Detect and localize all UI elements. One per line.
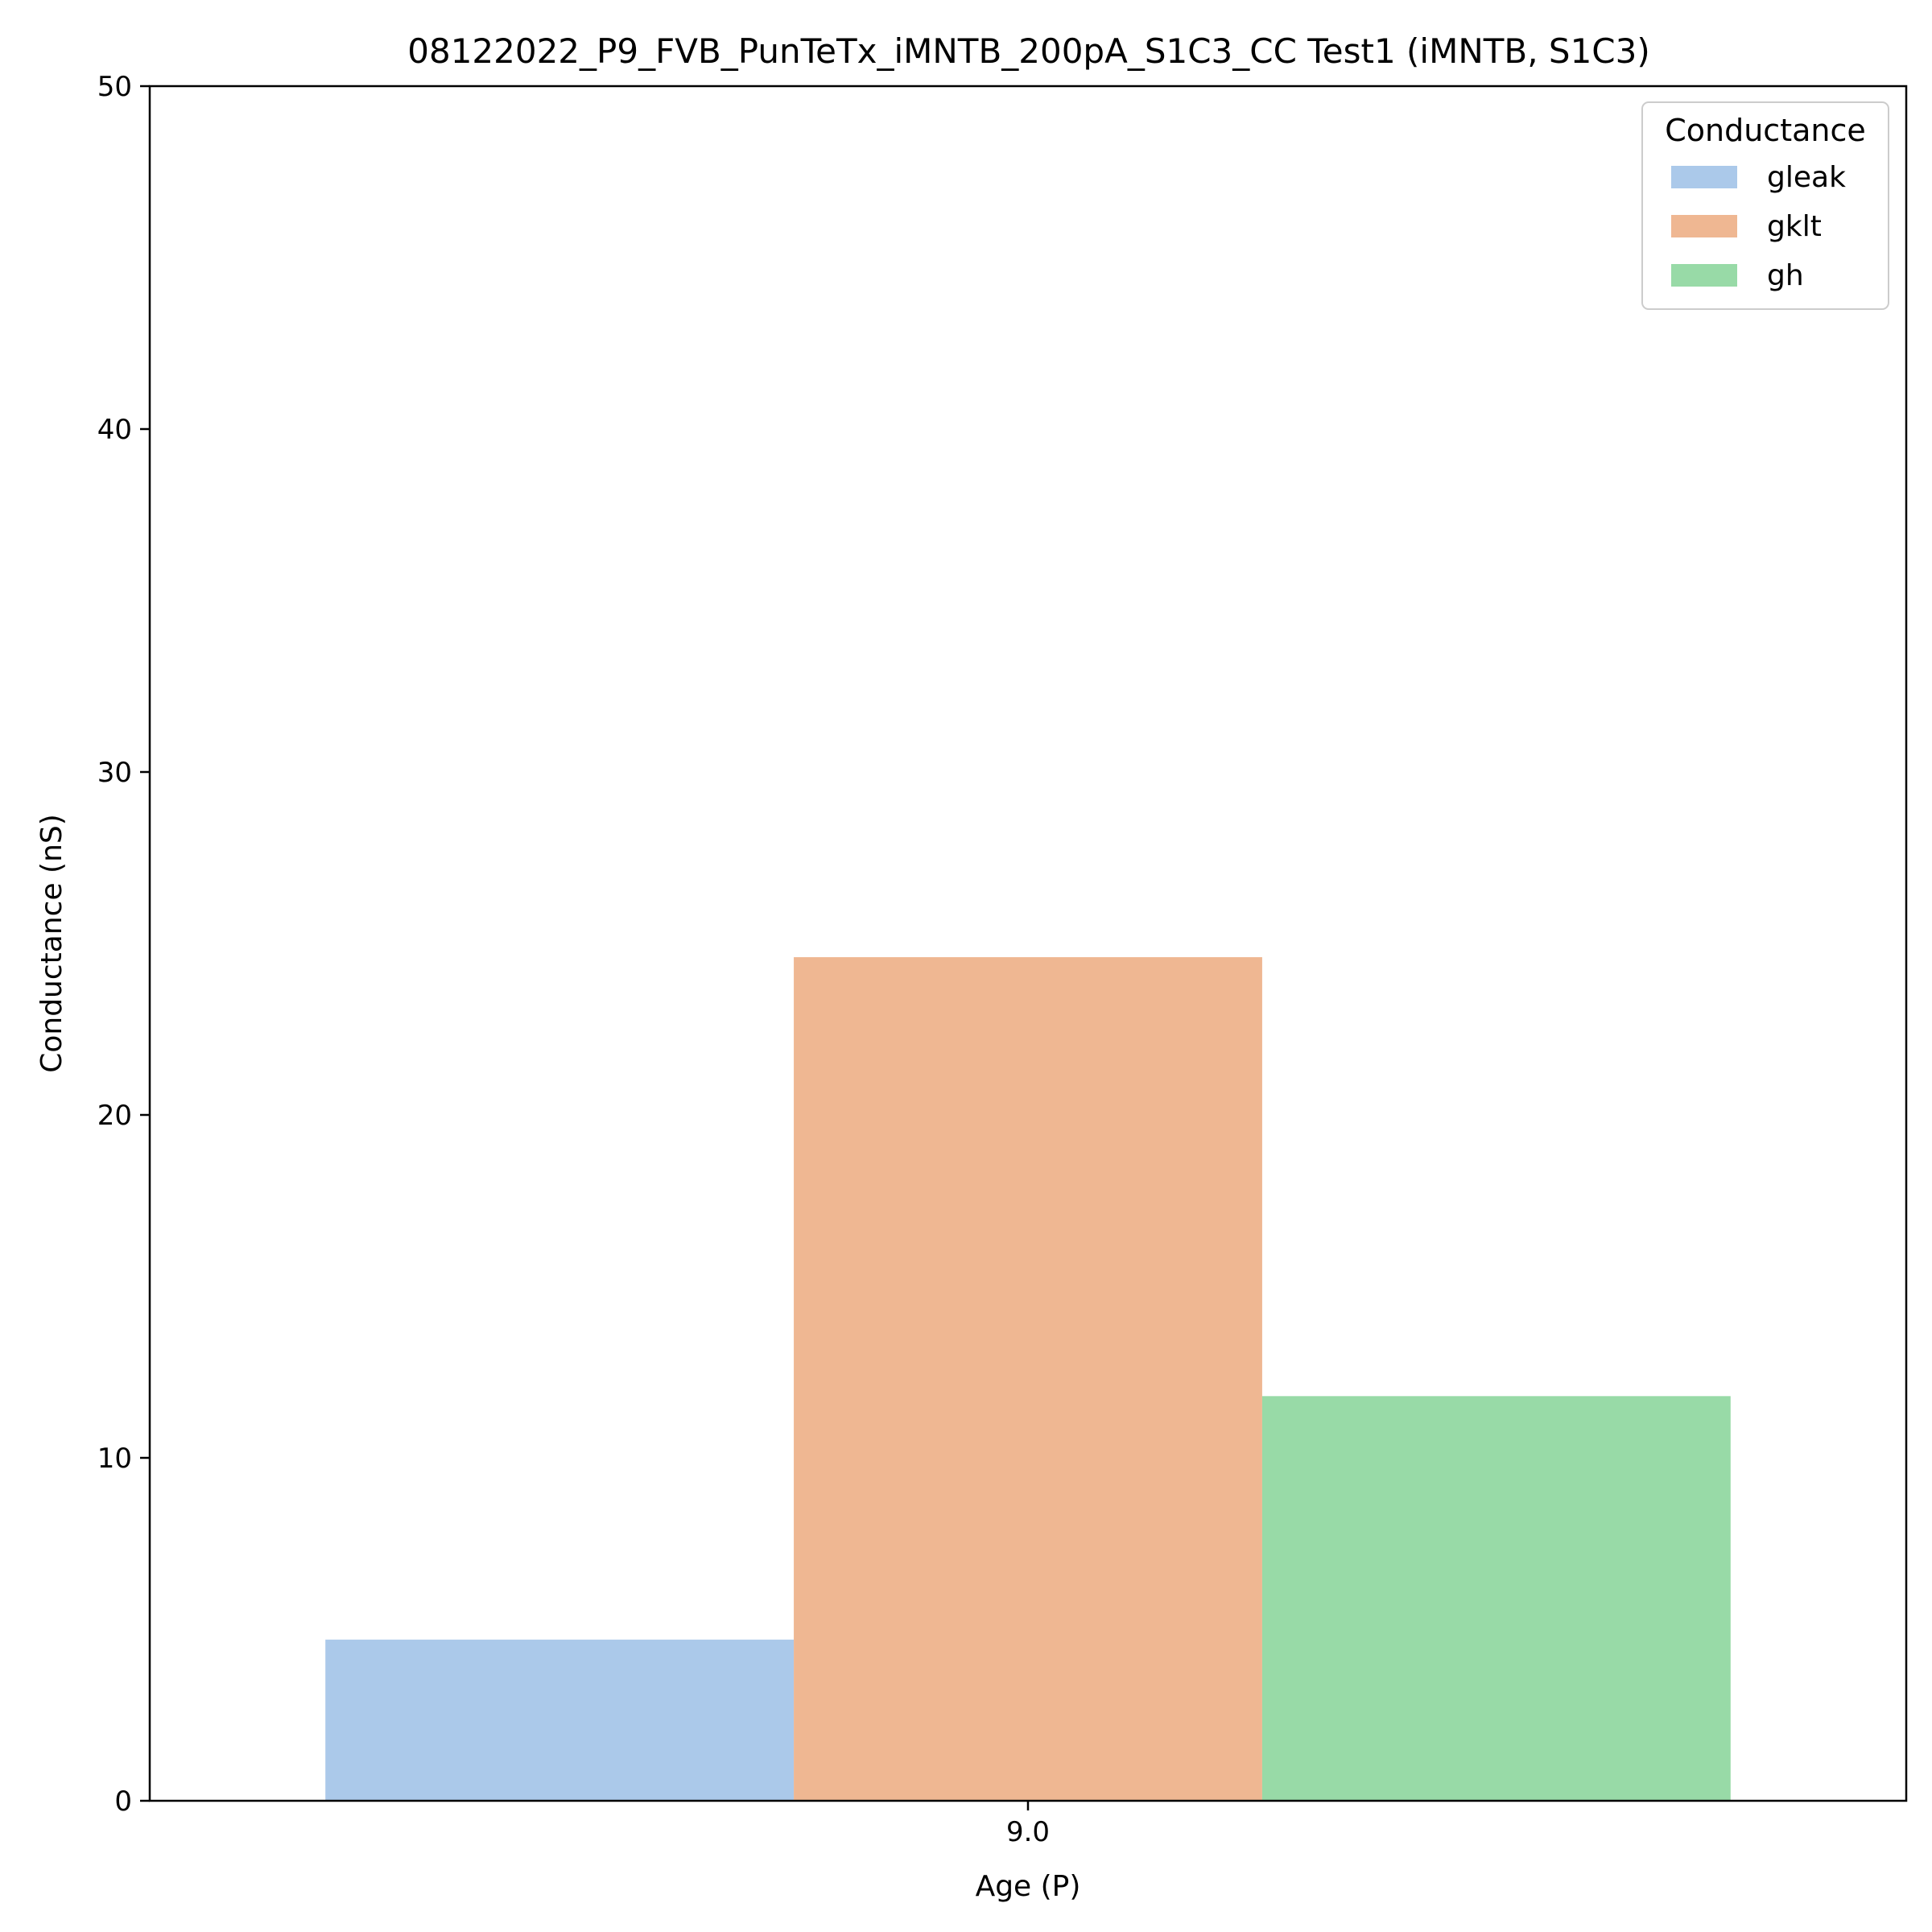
bars-group (325, 957, 1731, 1801)
legend-label-gh: gh (1767, 259, 1804, 292)
y-tick-label: 20 (97, 1100, 132, 1132)
x-tick-label: 9.0 (1006, 1816, 1050, 1848)
legend-swatch-gklt (1671, 215, 1737, 237)
legend-label-gleak: gleak (1767, 161, 1846, 194)
x-axis-label: Age (P) (976, 1870, 1081, 1903)
x-axis-ticks: 9.0 (1006, 1801, 1050, 1848)
legend-items: gleak gklt gh (1671, 161, 1846, 292)
y-tick-label: 50 (97, 71, 132, 103)
bar-gleak (325, 1639, 795, 1801)
y-axis-label: Conductance (nS) (35, 814, 68, 1073)
legend-swatch-gleak (1671, 166, 1737, 188)
plot-frame (148, 85, 1908, 1802)
y-tick-label: 10 (97, 1443, 132, 1475)
legend-swatch-gh (1671, 264, 1737, 287)
bar-gh (1261, 1396, 1731, 1801)
y-tick-label: 40 (97, 414, 132, 446)
bar-gklt (794, 957, 1262, 1801)
y-axis-ticks: 0 10 20 30 40 50 (97, 71, 150, 1818)
y-tick-label: 0 (114, 1785, 132, 1818)
chart-title: 08122022_P9_FVB_PunTeTx_iMNTB_200pA_S1C3… (407, 31, 1649, 71)
legend: Conductance gleak gklt gh (1641, 101, 1889, 310)
legend-box (1641, 101, 1889, 310)
legend-title: Conductance (1665, 113, 1866, 148)
y-tick-label: 30 (97, 757, 132, 789)
legend-label-gklt: gklt (1767, 210, 1822, 243)
